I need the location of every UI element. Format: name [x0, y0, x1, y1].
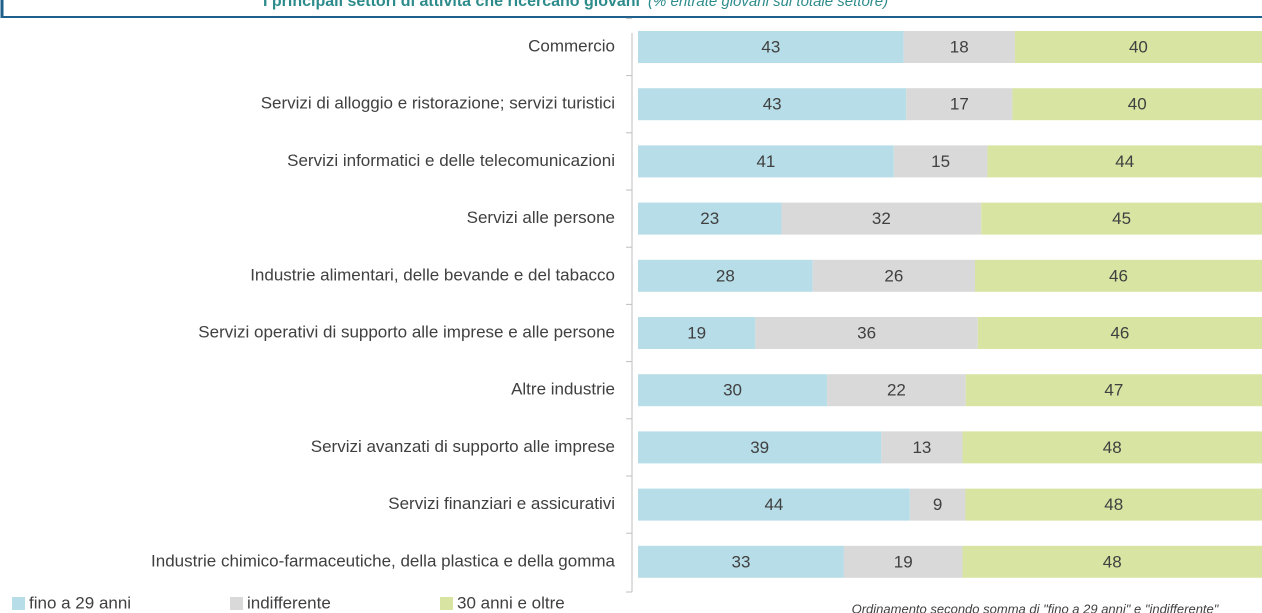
data-label: 36 — [857, 323, 876, 342]
bar-segment — [909, 488, 966, 521]
data-label: 43 — [761, 37, 780, 56]
bar-segment — [638, 374, 828, 407]
bar-segment — [843, 545, 963, 578]
bar-segment — [638, 202, 782, 235]
data-label: 9 — [933, 495, 942, 514]
bar-segment — [893, 145, 988, 178]
category-label: Servizi di alloggio e ristorazione; serv… — [261, 94, 615, 113]
data-label: 18 — [950, 37, 969, 56]
bar-segment — [962, 431, 1262, 464]
legend-swatch — [12, 597, 25, 610]
data-label: 40 — [1129, 37, 1148, 56]
category-label: Servizi alle persone — [467, 208, 615, 227]
legend-label: 30 anni e oltre — [457, 593, 565, 612]
bar-segment — [1012, 88, 1262, 121]
bar-segment — [638, 488, 910, 521]
bar-segment — [965, 374, 1262, 407]
data-label: 48 — [1103, 438, 1122, 457]
category-label: Servizi avanzati di supporto alle impres… — [311, 437, 615, 456]
chart-title: I principali settori di attività che ric… — [263, 0, 640, 10]
data-label: 23 — [700, 209, 719, 228]
bar-segment — [638, 31, 904, 63]
bar-segment — [962, 545, 1262, 578]
legend-label: indifferente — [247, 593, 331, 612]
bar-segment — [981, 202, 1262, 235]
data-label: 47 — [1104, 381, 1123, 400]
category-label: Altre industrie — [511, 380, 615, 399]
bar-segment — [903, 31, 1015, 63]
data-label: 45 — [1112, 209, 1131, 228]
data-label: 44 — [1115, 152, 1134, 171]
bar-segment — [638, 145, 894, 178]
data-label: 46 — [1110, 323, 1129, 342]
data-label: 26 — [884, 266, 903, 285]
legend-swatch — [440, 597, 453, 610]
bar-segment — [638, 545, 844, 578]
bar-segment — [906, 88, 1013, 121]
data-label: 28 — [716, 266, 735, 285]
bar-segment — [987, 145, 1262, 178]
category-label: Servizi finanziari e assicurativi — [388, 494, 615, 513]
data-label: 48 — [1104, 495, 1123, 514]
category-label: Industrie chimico-farmaceutiche, della p… — [151, 551, 615, 570]
chart-subtitle: (% entrate giovani sul totale settore) — [648, 0, 888, 10]
data-label: 39 — [750, 438, 769, 457]
bar-segment — [638, 88, 907, 121]
bar-segment — [638, 431, 882, 464]
data-label: 48 — [1103, 552, 1122, 571]
bar-segment — [881, 431, 963, 464]
data-label: 13 — [912, 438, 931, 457]
data-label: 40 — [1128, 95, 1147, 114]
bar-segment — [755, 317, 978, 349]
data-label: 46 — [1109, 266, 1128, 285]
data-label: 19 — [894, 552, 913, 571]
legend-swatch — [230, 597, 243, 610]
category-label: Servizi informatici e delle telecomunica… — [287, 151, 615, 170]
data-label: 15 — [931, 152, 950, 171]
data-label: 17 — [950, 95, 969, 114]
data-label: 41 — [756, 152, 775, 171]
bar-segment — [638, 317, 756, 349]
bar-segment — [965, 488, 1262, 521]
category-label: Servizi operativi di supporto alle impre… — [198, 322, 615, 341]
bar-segment — [1014, 31, 1262, 63]
bar-segment — [812, 259, 975, 292]
data-label: 43 — [763, 95, 782, 114]
bar-segment — [977, 317, 1262, 349]
legend-label: fino a 29 anni — [29, 593, 131, 612]
bar-segment — [781, 202, 982, 235]
bar-segment — [638, 259, 813, 292]
data-label: 30 — [723, 381, 742, 400]
data-label: 19 — [687, 323, 706, 342]
data-label: 44 — [764, 495, 783, 514]
bar-segment — [827, 374, 966, 407]
data-label: 22 — [887, 381, 906, 400]
data-label: 33 — [731, 552, 750, 571]
category-label: Industrie alimentari, delle bevande e de… — [250, 265, 615, 284]
data-label: 32 — [872, 209, 891, 228]
category-label: Commercio — [528, 36, 615, 55]
bar-segment — [974, 259, 1262, 292]
note: Ordinamento secondo somma di "fino a 29 … — [852, 601, 1220, 613]
